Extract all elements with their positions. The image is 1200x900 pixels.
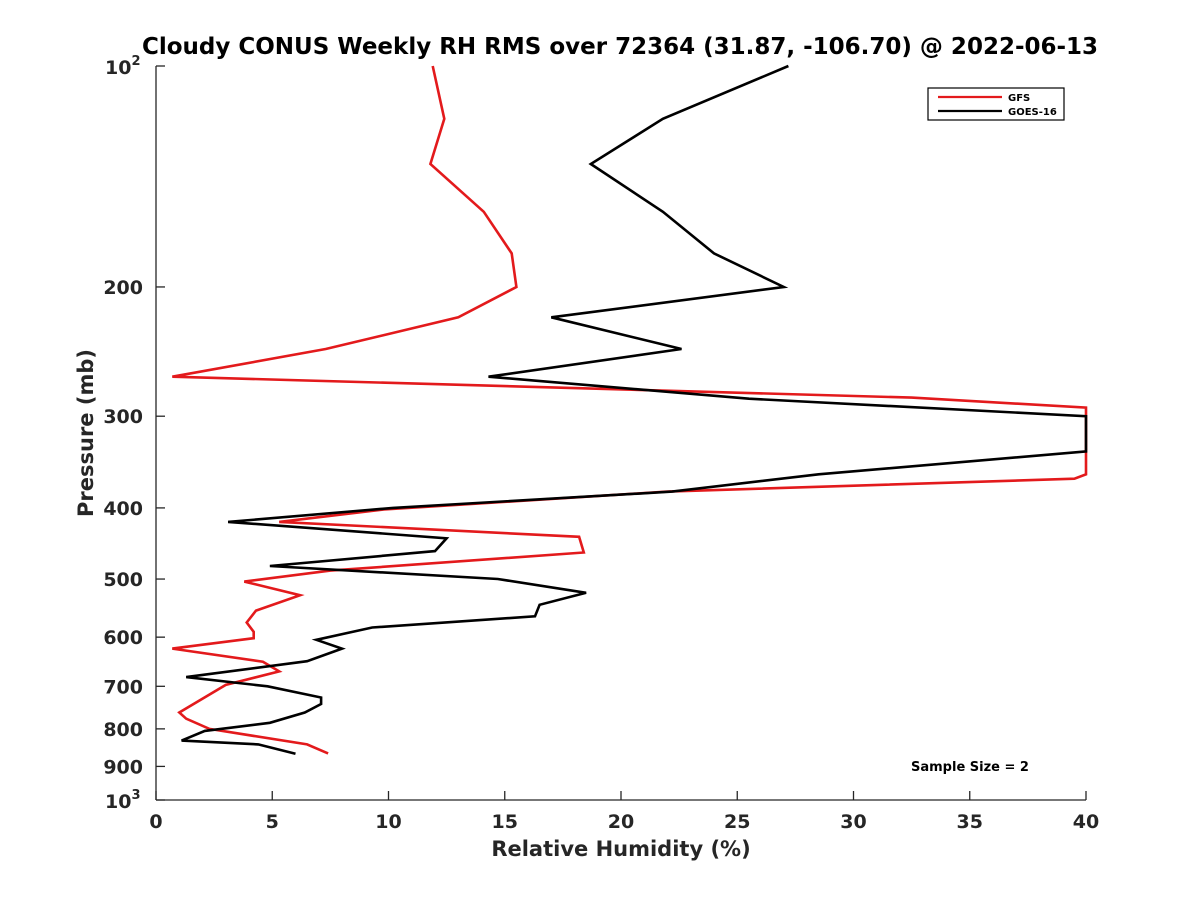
series-line-goes16	[181, 64, 1088, 756]
x-tick-label: 5	[266, 811, 279, 833]
y-tick-label: 900	[103, 756, 143, 778]
x-tick-label: 15	[492, 811, 518, 833]
x-axis-title: Relative Humidity (%)	[491, 837, 750, 861]
x-tick-label: 0	[149, 811, 162, 833]
y-tick-label: 800	[103, 719, 143, 741]
legend-label-goes16: GOES-16	[1008, 107, 1057, 118]
x-tick-label: 40	[1073, 811, 1099, 833]
legend-label-gfs: GFS	[1008, 93, 1030, 104]
x-tick-label: 30	[840, 811, 866, 833]
y-tick-label: 400	[103, 498, 143, 520]
plot-area	[156, 66, 1086, 800]
y-tick-label: 600	[103, 627, 143, 649]
y-tick-label: 500	[103, 569, 143, 591]
y-tick-label: 200	[103, 277, 143, 299]
x-tick-label: 10	[375, 811, 401, 833]
y-tick-label: 700	[103, 676, 143, 698]
chart-title: Cloudy CONUS Weekly RH RMS over 72364 (3…	[142, 34, 1098, 60]
legend-box	[927, 87, 1065, 121]
x-axis-ticks: 0 5 10 15 20 25 30 35 40	[149, 791, 1099, 833]
series-layer	[172, 64, 1088, 756]
x-tick-label: 20	[608, 811, 634, 833]
x-tick-label: 25	[724, 811, 750, 833]
sample-size-annotation: Sample Size = 2	[911, 760, 1029, 775]
x-tick-label: 35	[957, 811, 983, 833]
y-tick-label: 300	[103, 406, 143, 428]
y-axis-title: Pressure (mb)	[74, 349, 98, 517]
series-line-gfs	[172, 65, 1088, 755]
legend: GFS GOES-16	[927, 87, 1065, 121]
